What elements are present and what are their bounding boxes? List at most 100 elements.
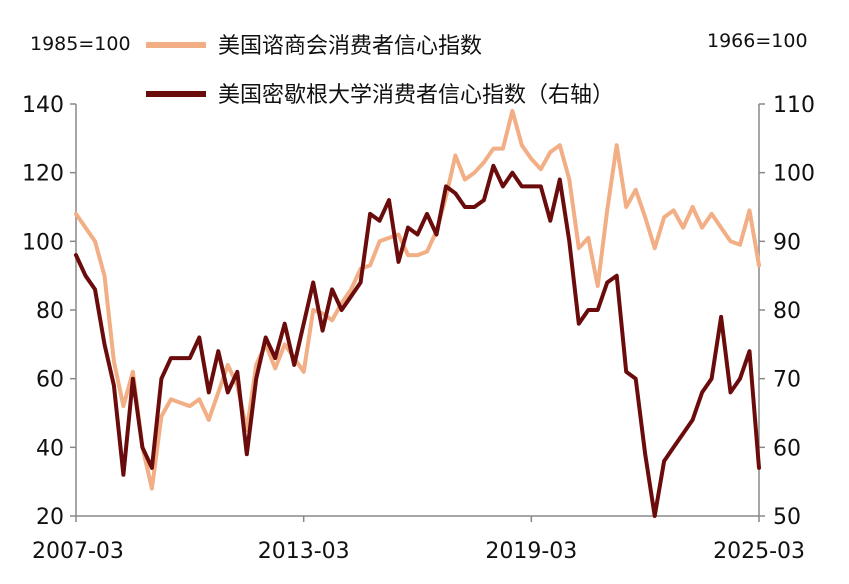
series-point-2 bbox=[159, 377, 163, 381]
series-point-1 bbox=[150, 486, 154, 491]
series-point-2 bbox=[586, 308, 590, 312]
series-point-2 bbox=[643, 452, 647, 456]
series-point-1 bbox=[93, 239, 97, 243]
series-point-1 bbox=[188, 404, 192, 408]
series-point-2 bbox=[728, 390, 733, 394]
series-point-2 bbox=[102, 342, 107, 346]
series-point-1 bbox=[121, 404, 125, 408]
series-point-2 bbox=[672, 445, 676, 449]
series-point-2 bbox=[434, 232, 439, 237]
series-point-2 bbox=[83, 274, 88, 278]
series-point-1 bbox=[577, 246, 581, 250]
series-point-2 bbox=[567, 239, 571, 243]
series-point-2 bbox=[396, 260, 401, 264]
series-point-2 bbox=[349, 294, 353, 298]
series-point-2 bbox=[510, 171, 514, 175]
series-point-2 bbox=[178, 356, 182, 360]
series-point-1 bbox=[529, 157, 533, 161]
left-tick-label: 80 bbox=[36, 299, 64, 324]
series-point-1 bbox=[415, 253, 420, 257]
series-point-2 bbox=[74, 253, 78, 257]
series-point-1 bbox=[747, 208, 752, 212]
legend-label-series-2: 美国密歇根大学消费者信心指数（右轴） bbox=[218, 83, 614, 108]
right-axis-ticks: 50 60 70 80 90 100 110 bbox=[759, 93, 815, 530]
series-point-1 bbox=[558, 143, 562, 147]
series-point-1 bbox=[605, 208, 609, 212]
series-point-1 bbox=[757, 263, 761, 267]
series-point-1 bbox=[311, 308, 315, 312]
series-point-1 bbox=[634, 188, 638, 192]
axes: 20 40 60 80 100 120 140 50 60 70 80 90 100 110 2007-… bbox=[22, 93, 815, 564]
series-point-1 bbox=[719, 226, 723, 230]
series-point-2 bbox=[207, 390, 211, 394]
series-point-2 bbox=[472, 205, 476, 209]
series-line-1 bbox=[74, 108, 761, 491]
right-tick-label: 100 bbox=[773, 162, 815, 187]
series-line-2 bbox=[74, 163, 761, 518]
series-point-2 bbox=[520, 184, 524, 188]
series-point-2 bbox=[169, 356, 173, 360]
left-tick-label: 40 bbox=[36, 436, 64, 461]
series-point-2 bbox=[264, 335, 268, 340]
series-point-2 bbox=[273, 356, 277, 360]
x-tick-label: 2007-03 bbox=[32, 539, 124, 564]
series-point-1 bbox=[501, 147, 505, 151]
series-point-2 bbox=[150, 466, 154, 470]
series-point-1 bbox=[254, 363, 258, 367]
series-point-1 bbox=[567, 177, 571, 182]
series-point-1 bbox=[349, 287, 353, 291]
series-point-1 bbox=[226, 363, 230, 367]
series-point-1 bbox=[406, 253, 410, 257]
series-point-2 bbox=[719, 315, 723, 319]
series-point-2 bbox=[463, 205, 467, 209]
series-point-2 bbox=[624, 370, 628, 374]
legend-label-series-1: 美国谘商会消费者信心指数 bbox=[218, 34, 482, 59]
series-point-2 bbox=[700, 390, 704, 394]
series-point-2 bbox=[634, 377, 638, 381]
series-point-2 bbox=[482, 198, 486, 202]
series-point-1 bbox=[283, 342, 287, 346]
series-point-2 bbox=[747, 349, 752, 353]
series-point-1 bbox=[83, 226, 88, 230]
series-point-1 bbox=[396, 232, 401, 237]
series-point-1 bbox=[491, 147, 495, 151]
series-point-1 bbox=[387, 236, 391, 240]
series-point-2 bbox=[330, 287, 334, 291]
series-point-2 bbox=[425, 212, 429, 216]
series-point-2 bbox=[216, 349, 220, 353]
left-tick-label: 100 bbox=[22, 230, 64, 255]
legend: 美国谘商会消费者信心指数 美国密歇根大学消费者信心指数（右轴） bbox=[146, 34, 614, 108]
series-point-1 bbox=[425, 250, 429, 254]
series-point-2 bbox=[558, 177, 562, 182]
series-point-2 bbox=[415, 232, 420, 237]
series-point-1 bbox=[207, 418, 211, 422]
series-point-1 bbox=[691, 205, 695, 209]
series-point-2 bbox=[235, 370, 239, 374]
series-point-1 bbox=[662, 215, 666, 219]
series-point-2 bbox=[738, 377, 742, 381]
series-point-2 bbox=[491, 164, 495, 168]
series-point-1 bbox=[112, 359, 116, 364]
series-point-2 bbox=[302, 322, 306, 326]
series-point-2 bbox=[292, 363, 296, 367]
series-point-2 bbox=[387, 198, 391, 202]
series-point-1 bbox=[178, 401, 182, 405]
series-point-1 bbox=[169, 397, 173, 401]
right-tick-label: 90 bbox=[773, 230, 801, 255]
left-axis-ticks: 20 40 60 80 100 120 140 bbox=[22, 93, 76, 530]
left-tick-label: 120 bbox=[22, 162, 64, 187]
series-point-1 bbox=[273, 366, 277, 370]
x-tick-label: 2025-03 bbox=[713, 539, 805, 564]
series-point-1 bbox=[539, 167, 543, 171]
series-point-2 bbox=[605, 280, 609, 285]
series-points-2 bbox=[74, 164, 761, 518]
left-tick-label: 20 bbox=[36, 505, 64, 530]
right-tick-label: 80 bbox=[773, 299, 801, 324]
series-point-2 bbox=[93, 287, 97, 291]
series-point-2 bbox=[121, 473, 125, 477]
series-point-2 bbox=[529, 184, 533, 188]
series-point-2 bbox=[359, 280, 363, 285]
series-point-1 bbox=[453, 153, 457, 158]
series-point-2 bbox=[548, 219, 552, 223]
